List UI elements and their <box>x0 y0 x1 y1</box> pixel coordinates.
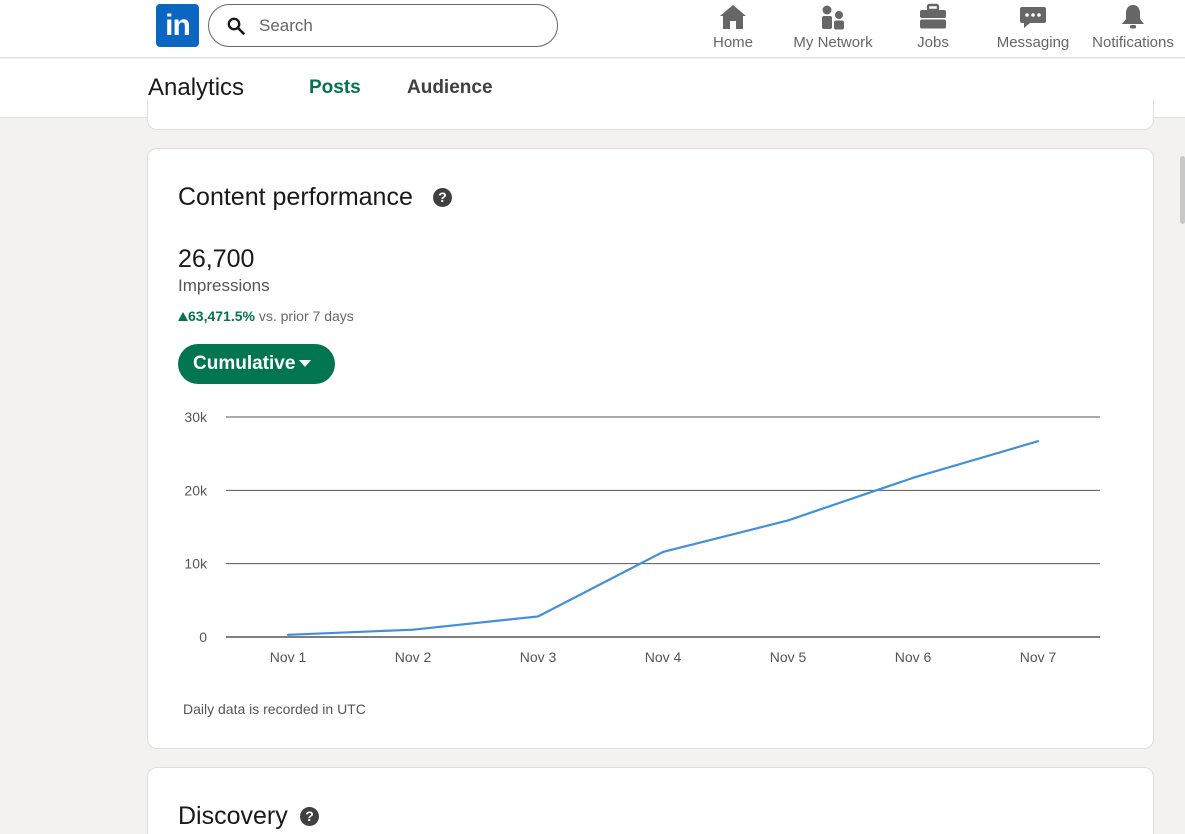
y-tick-label: 0 <box>199 629 207 645</box>
bell-icon <box>1122 5 1144 29</box>
cumulative-dropdown[interactable]: Cumulative <box>178 344 335 384</box>
briefcase-icon <box>920 3 946 29</box>
data-point <box>911 476 915 479</box>
impressions-chart: 0 10k 20k 30k Nov 1 Nov 2 Nov 3 Nov 4 Nov 5 Nov 6… <box>184 409 1100 665</box>
discovery-card: Discovery ? <box>147 767 1154 834</box>
search-icon <box>227 17 245 35</box>
impressions-label: Impressions <box>178 276 270 295</box>
caret-down-icon <box>299 360 312 368</box>
chart-footnote: Daily data is recorded in UTC <box>183 701 366 717</box>
data-point <box>1036 440 1040 443</box>
content-performance-card: Content performance ? 26,700 Impressions… <box>147 148 1154 749</box>
y-tick-label: 20k <box>184 482 208 498</box>
change-value: 63,471.5% <box>188 308 255 324</box>
nav-item-label: Jobs <box>917 34 949 51</box>
previous-card <box>147 100 1154 130</box>
nav-item-label: Messaging <box>996 34 1070 51</box>
card-title: Content performance <box>178 183 413 211</box>
network-icon <box>822 5 844 30</box>
x-tick-label: Nov 6 <box>895 649 932 665</box>
x-tick-label: Nov 3 <box>520 649 557 665</box>
tab-audience[interactable]: Audience <box>407 77 493 98</box>
search-input[interactable] <box>259 13 539 39</box>
dropdown-label: Cumulative <box>193 353 296 374</box>
card-title: Discovery <box>178 802 288 830</box>
data-point <box>286 633 290 636</box>
search-box[interactable] <box>208 4 558 47</box>
data-point <box>411 628 415 631</box>
nav-item-my-network[interactable]: My Network <box>788 2 878 56</box>
data-point <box>661 550 665 554</box>
page-title: Analytics <box>148 74 245 101</box>
data-point <box>786 519 790 522</box>
help-icon[interactable]: ? <box>433 188 452 207</box>
scrollbar[interactable] <box>1180 156 1185 224</box>
home-icon <box>720 5 746 29</box>
y-tick-label: 10k <box>184 556 208 572</box>
trend-up-icon <box>178 312 188 321</box>
data-point <box>536 615 540 618</box>
y-tick-label: 30k <box>184 409 208 425</box>
nav-item-home[interactable]: Home <box>703 2 763 56</box>
x-tick-label: Nov 1 <box>270 649 307 665</box>
x-tick-label: Nov 5 <box>770 649 807 665</box>
nav-item-notifications[interactable]: Notifications <box>1088 2 1178 56</box>
nav-item-messaging[interactable]: Messaging <box>993 2 1073 56</box>
linkedin-logo[interactable]: in <box>156 4 199 47</box>
help-icon[interactable]: ? <box>300 807 319 826</box>
impressions-change: 63,471.5% vs. prior 7 days <box>178 308 354 324</box>
x-tick-label: Nov 7 <box>1020 649 1057 665</box>
nav-item-label: Home <box>712 34 753 51</box>
x-tick-label: Nov 2 <box>395 649 432 665</box>
x-tick-label: Nov 4 <box>645 649 682 665</box>
nav-item-label: Notifications <box>1092 34 1174 51</box>
change-suffix: vs. prior 7 days <box>258 308 354 324</box>
impressions-series-line <box>287 440 1039 636</box>
nav-item-label: My Network <box>793 34 873 51</box>
nav-item-jobs[interactable]: Jobs <box>903 2 963 56</box>
messaging-icon <box>1020 7 1046 28</box>
top-navigation: in Home My Network Jobs <box>0 0 1185 58</box>
impressions-value: 26,700 <box>178 245 255 273</box>
